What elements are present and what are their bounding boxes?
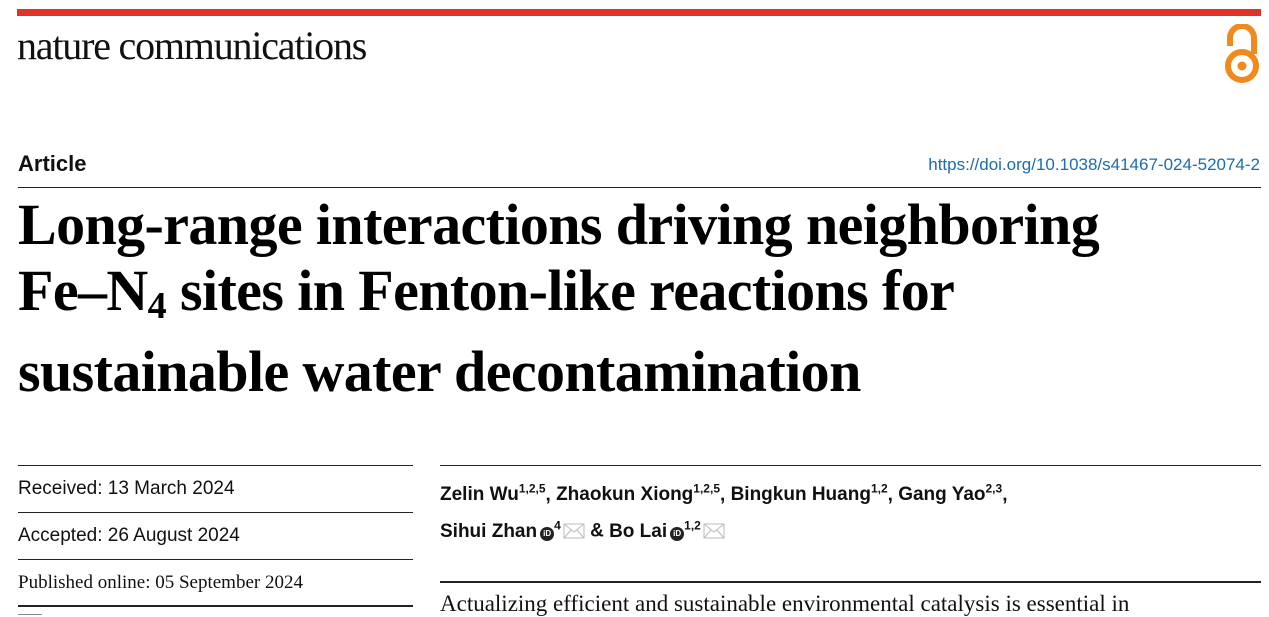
divider: [18, 614, 42, 615]
author[interactable]: Bingkun Huang1,2: [730, 482, 888, 506]
title-line: sustainable water decontamination: [18, 339, 861, 404]
author[interactable]: Bo Lai iD1,2: [609, 518, 725, 542]
author[interactable]: Sihui Zhan iD4: [440, 518, 585, 542]
divider: [18, 465, 413, 466]
accepted-date: Accepted: 26 August 2024: [18, 525, 240, 546]
title-line: Fe–N4 sites in Fenton-like reactions for: [18, 258, 955, 327]
open-access-lock-icon: [1225, 24, 1259, 83]
doi-link[interactable]: https://doi.org/10.1038/s41467-024-52074…: [928, 155, 1260, 174]
received-date: Received: 13 March 2024: [18, 478, 235, 499]
orcid-icon[interactable]: iD: [540, 526, 555, 541]
journal-accent-bar: [17, 9, 1261, 16]
article-title: Long-range interactions driving neighbor…: [18, 192, 1268, 405]
email-icon[interactable]: [563, 523, 585, 539]
published-date: Published online: 05 September 2024: [18, 572, 303, 593]
title-line: Long-range interactions driving neighbor…: [18, 192, 1100, 257]
orcid-icon[interactable]: iD: [670, 526, 685, 541]
email-icon[interactable]: [703, 523, 725, 539]
subscript: 4: [147, 285, 167, 327]
author[interactable]: Gang Yao2,3: [898, 482, 1003, 506]
divider: [18, 559, 413, 560]
divider: [18, 605, 413, 607]
author-list: Zelin Wu1,2,5, Zhaokun Xiong1,2,5, Bingk…: [440, 482, 1008, 542]
author[interactable]: Zhaokun Xiong1,2,5: [556, 482, 720, 506]
title-text: sites in Fenton-like reactions for: [166, 258, 955, 323]
divider: [440, 465, 1261, 466]
title-text: Fe–N: [18, 258, 148, 323]
journal-name: nature communications: [17, 23, 367, 68]
divider: [440, 581, 1261, 583]
article-type: Article: [18, 151, 87, 176]
divider: [18, 187, 1261, 188]
divider: [18, 512, 413, 513]
abstract-text: Actualizing efficient and sustainable en…: [440, 591, 1130, 616]
author[interactable]: Zelin Wu1,2,5: [440, 482, 546, 506]
